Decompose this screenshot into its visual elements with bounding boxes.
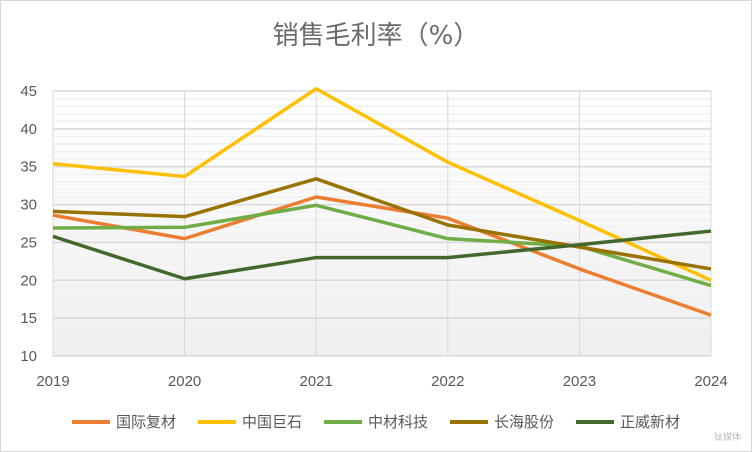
chart-title: 销售毛利率（%） [272, 21, 480, 51]
series-line-1 [52, 86, 712, 282]
y-tick-label: 25 [20, 234, 37, 251]
x-tick-label: 2020 [168, 373, 201, 390]
series-line-2 [52, 203, 712, 288]
x-tick-label: 2022 [431, 373, 464, 390]
legend-swatch [71, 419, 110, 424]
series-line-3 [52, 177, 712, 271]
legend-label: 国际复材 [115, 413, 176, 431]
watermark: 钛媒体 [713, 433, 741, 443]
legend-label: 中材科技 [367, 413, 428, 431]
legend-swatch [323, 419, 362, 424]
y-tick-label: 45 [20, 83, 37, 100]
x-tick-label: 2019 [36, 373, 69, 390]
y-tick-label: 20 [20, 272, 37, 289]
y-tick-label: 30 [20, 197, 37, 214]
legend-swatch [576, 419, 615, 424]
y-tick-label: 10 [20, 348, 37, 365]
legend-label: 中国巨石 [241, 413, 302, 431]
x-tick-label: 2024 [694, 373, 727, 390]
legend-item: 长海股份 [450, 411, 554, 432]
legend-item: 中材科技 [323, 411, 428, 432]
y-tick-label: 15 [20, 310, 37, 327]
legend-item: 中国巨石 [197, 411, 302, 432]
x-tick-label: 2023 [563, 373, 596, 390]
legend-label: 长海股份 [494, 413, 555, 431]
legend-item: 国际复材 [71, 411, 176, 432]
series-line-4 [52, 229, 712, 281]
y-tick-label: 35 [20, 159, 37, 176]
series-line-0 [52, 195, 712, 317]
legend-label: 正威新材 [620, 413, 681, 431]
legend-item: 正威新材 [576, 411, 680, 432]
legend-swatch [450, 419, 488, 424]
x-tick-label: 2021 [300, 373, 333, 390]
legend: 国际复材 中国巨石 中材科技 长海股份 正威新材 [1, 411, 751, 432]
y-tick-label: 40 [20, 121, 37, 138]
legend-swatch [197, 419, 236, 424]
